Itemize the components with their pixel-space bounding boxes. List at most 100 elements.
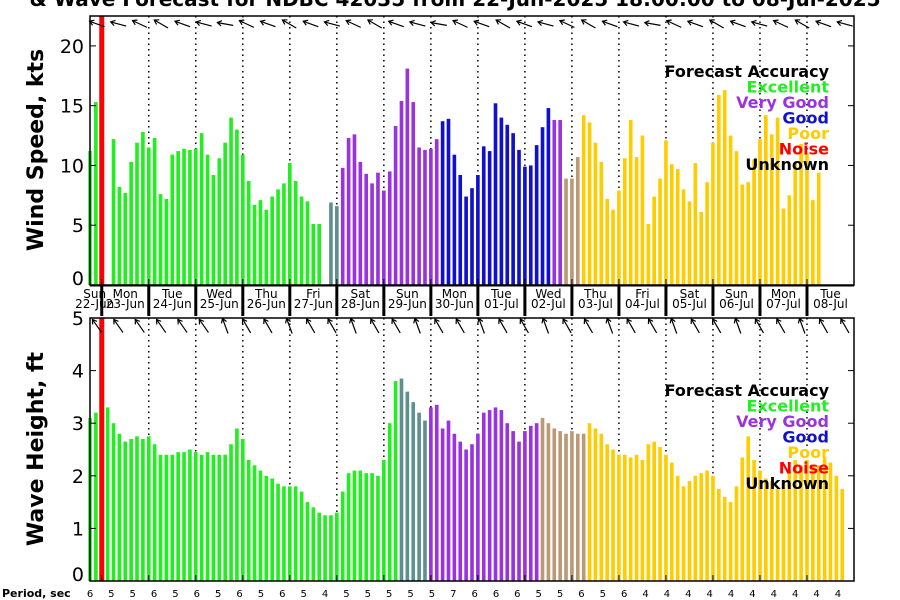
- arrow-shaft: [754, 318, 764, 334]
- wind-bar: [399, 100, 404, 285]
- arrow-shaft: [239, 20, 255, 28]
- arrow-shaft: [581, 19, 596, 29]
- arrow-head: [840, 318, 846, 325]
- wave-bar: [499, 410, 504, 581]
- wind-bar: [446, 118, 451, 285]
- wind-bar: [693, 163, 698, 285]
- arrow-shaft: [282, 19, 297, 29]
- arrow-head: [690, 318, 697, 325]
- arrow-shaft: [562, 318, 572, 334]
- arrow-head: [216, 20, 223, 27]
- wave-bar: [240, 438, 245, 581]
- wind-direction-arrow-icon: [345, 19, 361, 28]
- wave-bar: [423, 420, 427, 581]
- period-value: 5: [215, 589, 221, 600]
- arrow-shaft: [350, 318, 357, 334]
- wind-bar: [440, 121, 445, 286]
- wave-bar: [235, 428, 239, 581]
- wind-bar: [152, 137, 157, 285]
- wave-bar: [282, 486, 286, 581]
- wind-bar: [94, 102, 98, 285]
- wave-bar: [493, 407, 498, 581]
- wave-bar: [158, 454, 163, 581]
- wind-direction-arrow-icon: [708, 19, 724, 29]
- wave-bar: [434, 404, 439, 581]
- arrow-shaft: [306, 318, 316, 334]
- wave-bar: [123, 441, 128, 581]
- wind-bar: [722, 90, 727, 286]
- wave-bar: [599, 433, 604, 581]
- wave-bar: [293, 486, 298, 581]
- period-value: 5: [258, 589, 264, 600]
- arrow-shaft: [709, 19, 724, 29]
- wave-bar: [816, 465, 821, 581]
- wind-bar: [376, 172, 380, 285]
- wave-bar: [376, 475, 380, 581]
- wind-bar: [282, 183, 286, 285]
- date-label: 27-Jun: [294, 297, 333, 311]
- wind-bar: [470, 188, 474, 285]
- wave-bar: [405, 391, 410, 581]
- arrow-shaft: [794, 19, 810, 29]
- date-dow-label: Mon: [771, 287, 796, 301]
- wind-bar: [622, 158, 627, 285]
- arrow-head: [452, 19, 459, 26]
- arrow-head: [558, 19, 565, 26]
- period-value: 5: [172, 589, 178, 600]
- wind-bar: [558, 120, 562, 285]
- wave-bar: [758, 470, 762, 581]
- wave-bar: [141, 438, 145, 581]
- wave-bar: [705, 470, 709, 581]
- wind-bar: [816, 172, 821, 285]
- arrow-head: [601, 19, 608, 26]
- wind-direction-arrow-icon: [387, 19, 404, 28]
- wave-direction-arrow-icon: [477, 317, 485, 334]
- wind-direction-arrow-icon: [772, 19, 789, 28]
- date-dow-label: Thu: [254, 287, 278, 301]
- wave-bar: [811, 465, 815, 581]
- arrow-shaft: [606, 318, 614, 334]
- period-value: 6: [236, 589, 242, 600]
- wind-bar: [258, 200, 263, 285]
- wave-direction-arrow-icon: [754, 318, 764, 334]
- wind-bar: [687, 201, 692, 285]
- wave-bar: [170, 454, 175, 581]
- wave-direction-arrow-icon: [818, 318, 829, 334]
- wave-bar: [340, 491, 345, 581]
- arrow-head: [708, 19, 715, 25]
- wind-direction-arrow-icon: [515, 19, 533, 28]
- wave-direction-arrow-icon: [562, 318, 572, 334]
- wave-direction-arrow-icon: [840, 318, 850, 334]
- arrow-shaft: [196, 21, 212, 27]
- period-value: 4: [642, 589, 648, 600]
- arrow-head: [583, 318, 590, 325]
- wave-direction-arrow-icon: [220, 317, 229, 334]
- wind-bar: [229, 117, 233, 286]
- wind-bar: [364, 173, 369, 285]
- wave-direction-arrow-icon: [241, 318, 252, 334]
- wave-bar: [664, 454, 668, 581]
- arrow-shaft: [409, 21, 426, 27]
- arrow-head: [536, 19, 544, 27]
- wave-direction-arrow-icon: [733, 317, 742, 334]
- wave-y-tick-label: 3: [72, 413, 84, 435]
- wave-bar: [487, 410, 492, 581]
- wind-direction-arrow-icon: [665, 19, 682, 28]
- arrow-shaft: [840, 318, 850, 334]
- wind-bar: [217, 158, 222, 285]
- arrow-shaft: [751, 21, 768, 27]
- wave-bar: [746, 436, 751, 581]
- wave-bar: [769, 481, 774, 581]
- wave-legend-entry: Noise: [779, 459, 829, 478]
- arrow-shaft: [388, 20, 404, 28]
- arrow-head: [815, 19, 822, 26]
- wave-bar: [370, 473, 374, 581]
- wave-bar: [669, 462, 674, 581]
- wave-bar: [511, 431, 515, 581]
- wave-y-tick-label: 5: [72, 308, 84, 330]
- wind-bar: [570, 178, 574, 285]
- wave-bar: [646, 444, 651, 581]
- wave-bar: [117, 433, 122, 581]
- arrow-head: [776, 318, 782, 325]
- wave-bar: [587, 423, 592, 581]
